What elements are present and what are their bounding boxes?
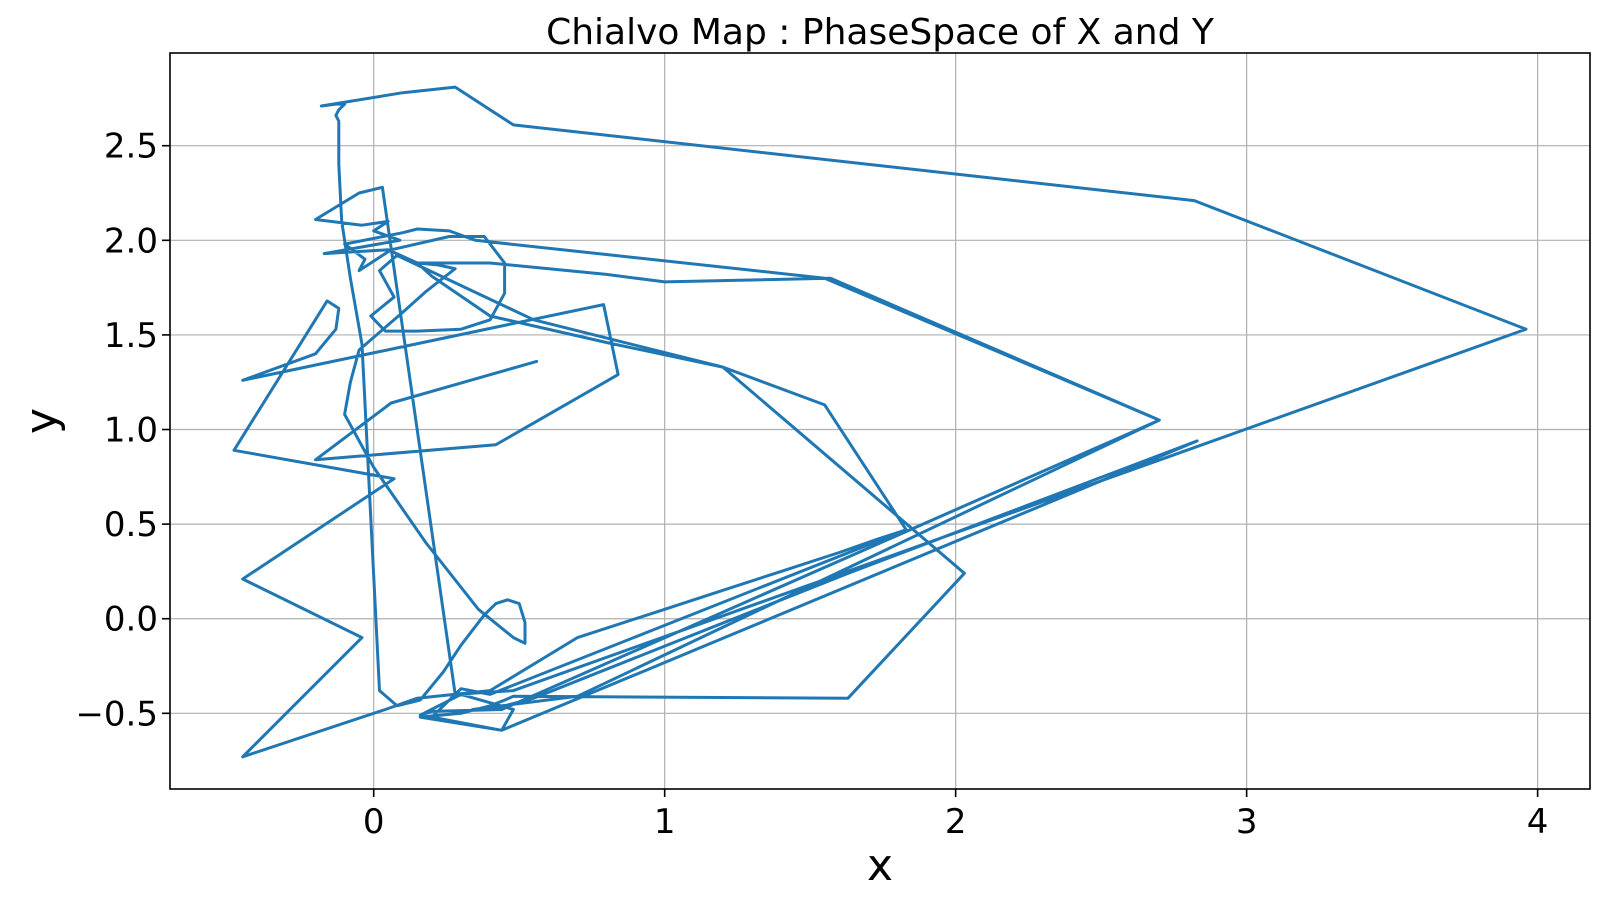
x-tick-label: 2 [945, 802, 967, 842]
y-tick-label: 2.0 [104, 221, 158, 261]
y-axis-label: y [16, 408, 67, 434]
y-tick-label: 1.0 [104, 411, 158, 451]
x-axis-label: x [867, 840, 893, 891]
x-tick-label: 1 [654, 802, 676, 842]
x-tick-label: 0 [363, 802, 385, 842]
y-tick-label: 1.5 [104, 316, 158, 356]
plot-frame [169, 52, 1591, 790]
chart-title: Chialvo Map : PhaseSpace of X and Y [546, 12, 1215, 53]
axis-ticks: 0 1 2 3 4 −0.5 0.0 0.5 1.0 1.5 2.0 2.5 [75, 127, 1548, 842]
phase-trajectory-line [232, 85, 1528, 759]
y-tick-label: 0.0 [104, 600, 158, 640]
y-tick-label: 2.5 [104, 127, 158, 167]
y-tick-label: 0.5 [104, 505, 158, 545]
gridlines [170, 53, 1590, 789]
y-tick-label: −0.5 [75, 694, 158, 734]
series-layer [232, 85, 1528, 759]
x-tick-label: 3 [1236, 802, 1258, 842]
x-tick-label: 4 [1527, 802, 1549, 842]
plot-background [170, 53, 1590, 789]
